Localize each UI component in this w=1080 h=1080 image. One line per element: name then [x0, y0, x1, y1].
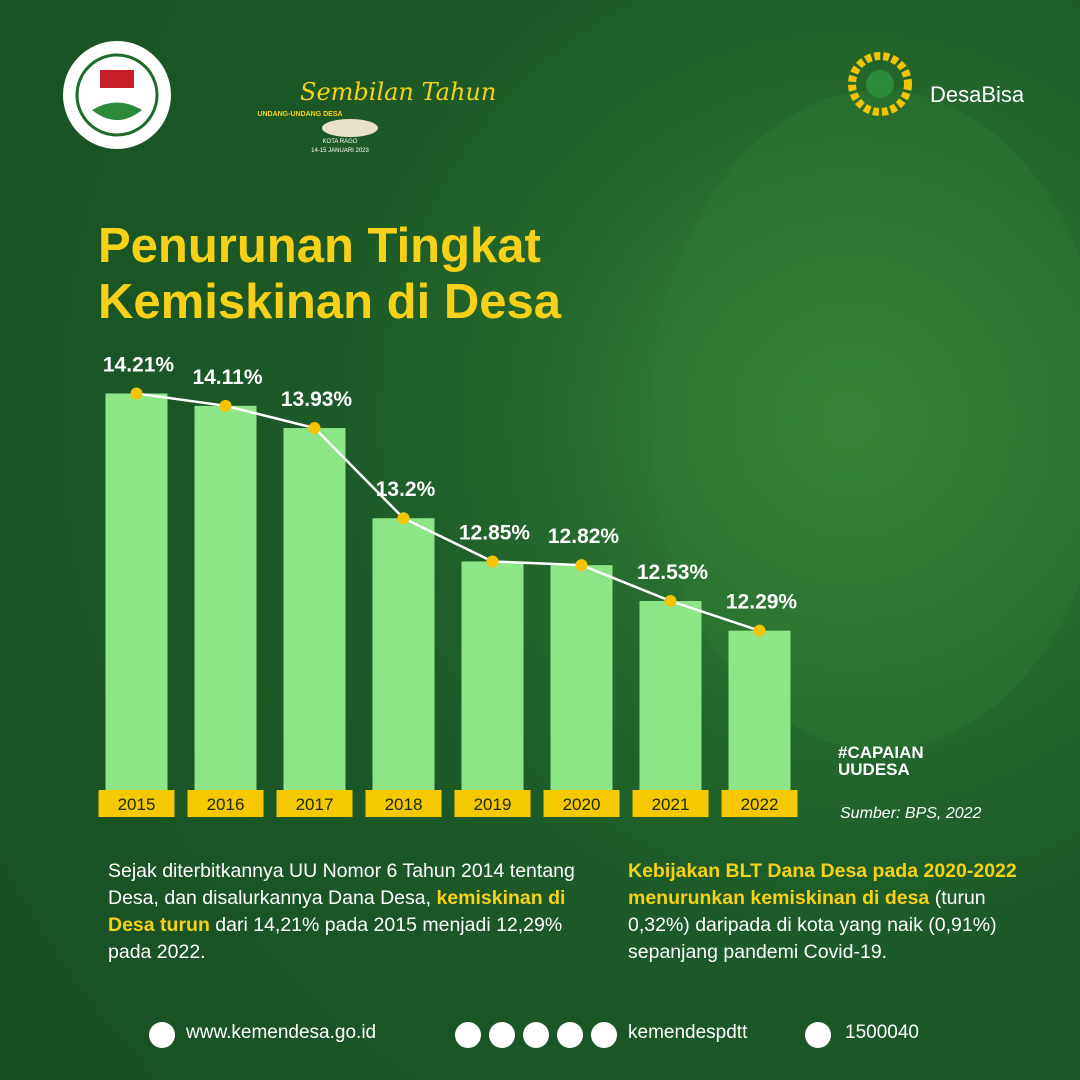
hashtag-line1: #CAPAIAN	[838, 743, 924, 762]
point	[575, 559, 588, 572]
bar	[283, 428, 346, 790]
bar	[372, 518, 435, 790]
tiktok-icon	[591, 1022, 617, 1048]
year-box	[543, 790, 620, 817]
year-box	[276, 790, 353, 817]
source: Sumber: BPS, 2022	[840, 805, 982, 822]
hashtag-line2: UUDESA	[838, 760, 910, 779]
bar	[105, 393, 168, 790]
x-tick-label: 2020	[563, 795, 601, 814]
chart-title: Penurunan Tingkat Kemiskinan di Desa	[98, 219, 561, 329]
x-tick-label: 2016	[207, 795, 245, 814]
point	[664, 595, 677, 607]
year-box	[632, 790, 709, 817]
x-tick-label: 2019	[474, 795, 512, 814]
value-label: 12.29%	[726, 591, 798, 614]
x-tick-label: 2015	[118, 795, 156, 814]
bar	[461, 561, 524, 790]
year-box	[721, 790, 798, 817]
event-logo-hat	[322, 119, 378, 137]
value-label: 12.82%	[548, 525, 620, 548]
year-box	[98, 790, 175, 817]
event-subtitle: UNDANG-UNDANG DESA	[257, 111, 342, 118]
text: Sejak diterbitkannya UU Nomor 6 Tahun 20…	[108, 860, 575, 909]
x-tick-label: 2017	[296, 795, 334, 814]
trend-line	[136, 392, 760, 632]
ministry-logo-house	[100, 70, 134, 88]
year-box	[365, 790, 442, 817]
x-tick-label: 2022	[741, 795, 779, 814]
highlight: kemiskinan di Desa turun	[108, 887, 566, 936]
year-box	[187, 790, 264, 817]
event-title: Sembilan Tahun	[300, 78, 496, 106]
paragraph-right: Kebijakan BLT Dana Desa pada 2020-2022 m…	[628, 858, 1048, 966]
sdg-logo-center	[866, 70, 894, 98]
text: (turun 0,32%) daripada di kota yang naik…	[628, 887, 997, 963]
value-label: 12.53%	[637, 561, 709, 584]
year-box	[454, 790, 531, 817]
ministry-logo-ring	[75, 53, 159, 137]
x-tick-label: 2021	[652, 795, 690, 814]
value-label: 14.21%	[103, 353, 175, 376]
point	[219, 399, 232, 412]
value-label: 14.11%	[192, 366, 262, 389]
twitter-icon	[523, 1022, 549, 1048]
point	[486, 555, 499, 568]
youtube-icon	[557, 1022, 583, 1048]
ministry-logo-leaf	[92, 102, 142, 120]
sdg-logo	[848, 52, 912, 116]
text: dari 14,21% pada 2015 menjadi 12,29% pad…	[108, 914, 563, 963]
event-place: KOTA RAGO	[323, 139, 358, 145]
x-tick-label: 2018	[385, 795, 423, 814]
instagram-icon	[455, 1022, 481, 1048]
bar	[550, 565, 613, 790]
paragraph-left: Sejak diterbitkannya UU Nomor 6 Tahun 20…	[108, 858, 588, 966]
value-label: 13.2%	[376, 478, 436, 501]
bar	[728, 630, 791, 790]
social-handle: kemendespdtt	[628, 1022, 748, 1043]
event-date: 14-15 JANUARI 2023	[311, 148, 369, 154]
point	[397, 512, 410, 525]
portrait-shade	[650, 90, 1080, 750]
website: www.kemendesa.go.id	[186, 1022, 377, 1043]
value-label: 13.93%	[281, 388, 353, 411]
value-label: 12.85%	[459, 521, 531, 544]
phone: 1500040	[845, 1022, 919, 1043]
phone-icon	[805, 1022, 831, 1048]
brand: DesaBisa	[930, 82, 1025, 107]
point	[130, 387, 143, 400]
point	[753, 624, 766, 637]
bar	[194, 405, 257, 790]
highlight: Kebijakan BLT Dana Desa pada 2020-2022 m…	[628, 860, 1017, 909]
ministry-logo	[63, 41, 171, 149]
web-icon	[149, 1022, 175, 1048]
facebook-icon	[489, 1022, 515, 1048]
bar	[639, 601, 702, 790]
point	[308, 422, 321, 435]
